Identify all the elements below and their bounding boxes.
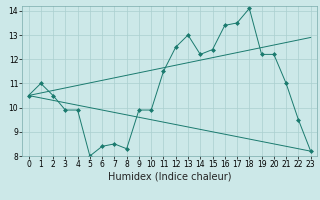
X-axis label: Humidex (Indice chaleur): Humidex (Indice chaleur) (108, 172, 231, 182)
